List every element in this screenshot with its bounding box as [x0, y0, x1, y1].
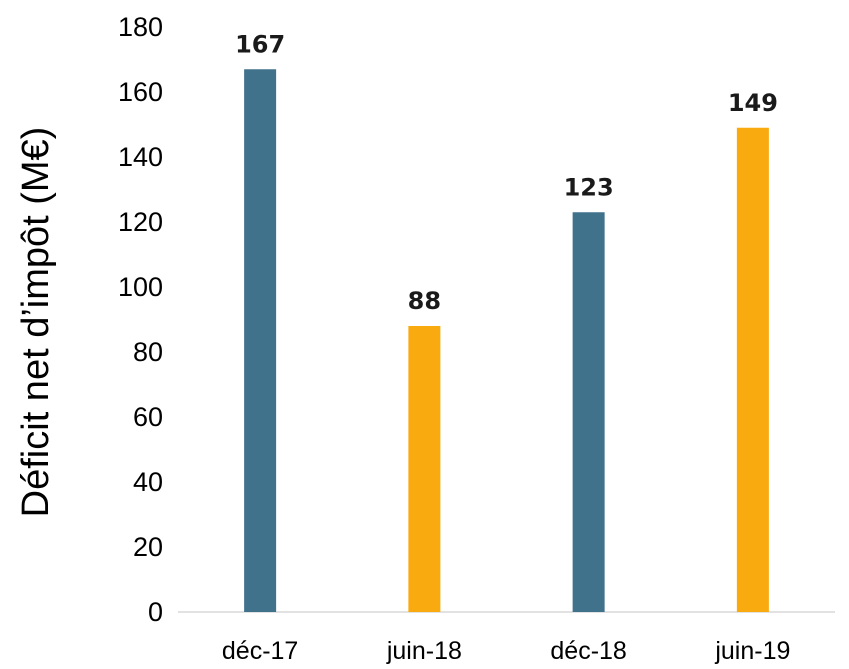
- y-axis: 0 20 40 60 80 100 120 140 160 180: [118, 12, 163, 627]
- y-tick-label: 180: [118, 12, 163, 42]
- y-tick-label: 140: [118, 142, 163, 172]
- x-tick-label: déc-17: [222, 637, 298, 665]
- bar: [572, 212, 605, 612]
- data-labels: 167 88 123 149: [235, 30, 778, 315]
- y-tick-label: 160: [118, 77, 163, 107]
- bar: [408, 326, 441, 612]
- bars: [244, 69, 769, 612]
- y-tick-label: 60: [133, 402, 163, 432]
- x-tick-label: juin-18: [386, 637, 462, 665]
- x-tick-label: juin-19: [714, 637, 790, 665]
- data-label: 123: [564, 173, 614, 201]
- data-label: 149: [728, 89, 778, 117]
- x-tick-label: déc-18: [550, 637, 626, 665]
- y-tick-label: 20: [133, 532, 163, 562]
- data-label: 88: [408, 287, 441, 315]
- data-label: 167: [235, 30, 285, 58]
- bar: [736, 127, 769, 612]
- y-tick-label: 120: [118, 207, 163, 237]
- y-axis-title: Déficit net d’impôt (M€): [15, 127, 57, 518]
- y-tick-label: 80: [133, 337, 163, 367]
- x-axis: déc-17 juin-18 déc-18 juin-19: [222, 637, 791, 665]
- y-tick-label: 40: [133, 467, 163, 497]
- y-tick-label: 0: [148, 597, 163, 627]
- y-tick-label: 100: [118, 272, 163, 302]
- bar: [244, 69, 277, 612]
